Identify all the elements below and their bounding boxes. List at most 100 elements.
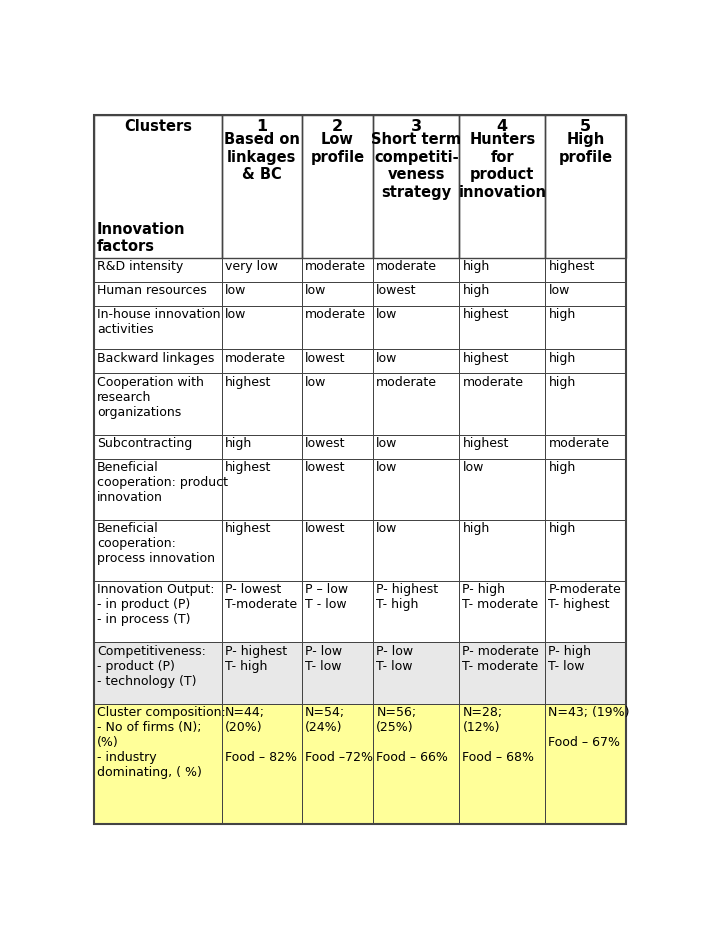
- Bar: [94, 458, 222, 520]
- Bar: [459, 458, 545, 520]
- Text: Low
profile: Low profile: [310, 132, 364, 165]
- Bar: [459, 306, 545, 350]
- Bar: [302, 306, 373, 350]
- Bar: [302, 115, 373, 258]
- Text: N=56;
(25%)

Food – 66%: N=56; (25%) Food – 66%: [376, 706, 449, 764]
- Bar: [459, 434, 545, 458]
- Bar: [302, 520, 373, 581]
- Text: moderate: moderate: [548, 437, 609, 450]
- Text: Competitiveness:
- product (P)
- technology (T): Competitiveness: - product (P) - technol…: [97, 644, 206, 687]
- Bar: [373, 350, 459, 374]
- Bar: [222, 520, 302, 581]
- Bar: [302, 350, 373, 374]
- Text: low: low: [225, 284, 246, 297]
- Bar: [302, 282, 373, 306]
- Bar: [94, 643, 222, 704]
- Text: lowest: lowest: [376, 284, 417, 297]
- Text: highest: highest: [548, 259, 595, 272]
- Bar: [302, 258, 373, 282]
- Bar: [545, 704, 625, 824]
- Text: 1: 1: [256, 119, 267, 134]
- Text: low: low: [376, 523, 398, 536]
- Bar: [459, 374, 545, 434]
- Text: 2: 2: [332, 119, 343, 134]
- Text: high: high: [463, 523, 490, 536]
- Bar: [222, 306, 302, 350]
- Bar: [222, 581, 302, 643]
- Text: low: low: [225, 308, 246, 321]
- Bar: [459, 704, 545, 824]
- Text: highest: highest: [225, 523, 271, 536]
- Bar: [373, 581, 459, 643]
- Bar: [459, 282, 545, 306]
- Bar: [94, 282, 222, 306]
- Bar: [545, 434, 625, 458]
- Bar: [94, 115, 222, 258]
- Bar: [302, 374, 373, 434]
- Bar: [459, 581, 545, 643]
- Bar: [545, 458, 625, 520]
- Bar: [94, 643, 222, 704]
- Bar: [94, 374, 222, 434]
- Text: Cooperation with
research
organizations: Cooperation with research organizations: [97, 376, 204, 418]
- Text: very low: very low: [225, 259, 278, 272]
- Bar: [459, 520, 545, 581]
- Bar: [373, 643, 459, 704]
- Text: lowest: lowest: [305, 437, 345, 450]
- Text: low: low: [463, 461, 484, 474]
- Bar: [302, 643, 373, 704]
- Text: lowest: lowest: [305, 461, 345, 474]
- Text: low: low: [376, 352, 398, 365]
- Bar: [373, 306, 459, 350]
- Bar: [373, 115, 459, 258]
- Bar: [545, 643, 625, 704]
- Text: P- moderate
T- moderate: P- moderate T- moderate: [463, 644, 539, 672]
- Bar: [302, 374, 373, 434]
- Bar: [222, 458, 302, 520]
- Text: low: low: [376, 308, 398, 321]
- Text: P- low
T- low: P- low T- low: [376, 644, 413, 672]
- Bar: [302, 282, 373, 306]
- Bar: [545, 306, 625, 350]
- Bar: [94, 581, 222, 643]
- Text: high: high: [463, 284, 490, 297]
- Bar: [373, 520, 459, 581]
- Bar: [302, 258, 373, 282]
- Bar: [302, 350, 373, 374]
- Text: P- high
T- moderate: P- high T- moderate: [463, 583, 538, 611]
- Bar: [94, 258, 222, 282]
- Bar: [94, 520, 222, 581]
- Text: low: low: [548, 284, 570, 297]
- Bar: [222, 434, 302, 458]
- Bar: [222, 374, 302, 434]
- Bar: [545, 350, 625, 374]
- Text: In-house innovation
activities: In-house innovation activities: [97, 308, 220, 336]
- Text: highest: highest: [463, 308, 509, 321]
- Bar: [222, 520, 302, 581]
- Bar: [94, 350, 222, 374]
- Bar: [222, 434, 302, 458]
- Bar: [545, 282, 625, 306]
- Text: N=44;
(20%)

Food – 82%: N=44; (20%) Food – 82%: [225, 706, 297, 764]
- Bar: [373, 643, 459, 704]
- Text: low: low: [376, 461, 398, 474]
- Text: high: high: [463, 259, 490, 272]
- Bar: [222, 643, 302, 704]
- Bar: [302, 581, 373, 643]
- Bar: [302, 306, 373, 350]
- Bar: [459, 115, 545, 258]
- Bar: [302, 643, 373, 704]
- Bar: [545, 520, 625, 581]
- Bar: [459, 258, 545, 282]
- Bar: [459, 115, 545, 258]
- Bar: [459, 350, 545, 374]
- Bar: [94, 115, 222, 258]
- Bar: [94, 704, 222, 824]
- Text: high: high: [548, 461, 576, 474]
- Bar: [222, 458, 302, 520]
- Bar: [373, 458, 459, 520]
- Bar: [94, 282, 222, 306]
- Bar: [94, 458, 222, 520]
- Bar: [545, 581, 625, 643]
- Bar: [545, 306, 625, 350]
